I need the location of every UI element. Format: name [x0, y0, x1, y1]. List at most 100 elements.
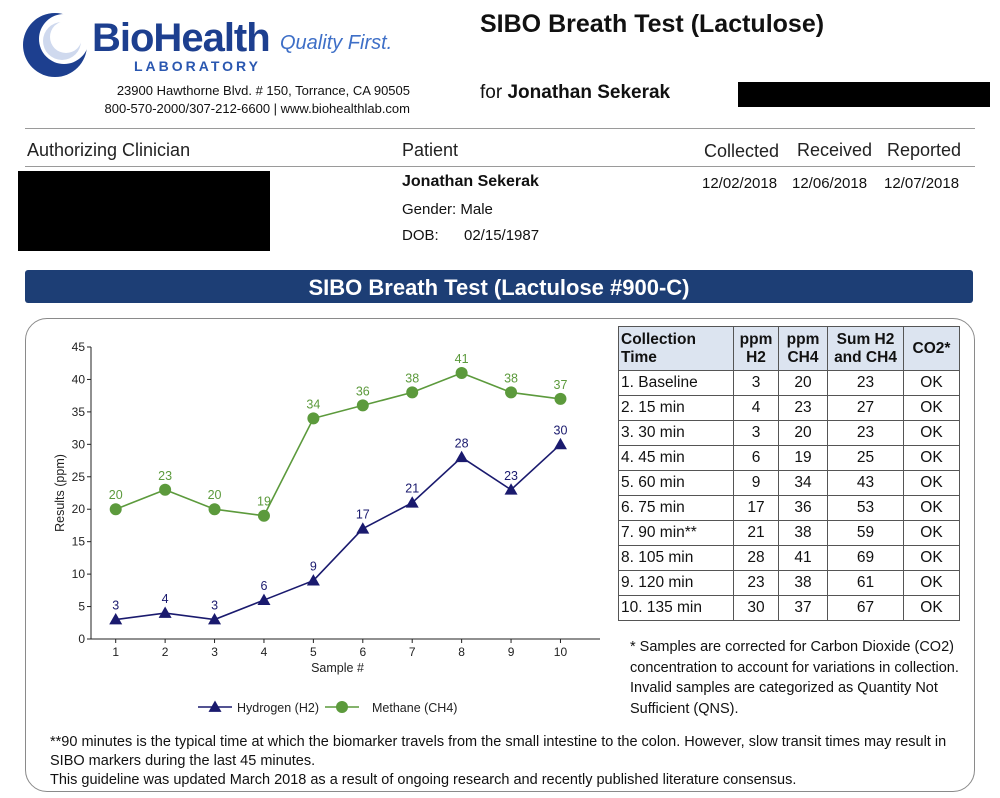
table-cell: 28: [733, 545, 779, 571]
table-cell: 37: [778, 595, 828, 621]
lab-logo: BioHealth LABORATORY Quality First.: [22, 10, 442, 90]
table-cell: 25: [827, 445, 904, 471]
table-cell: 53: [827, 495, 904, 521]
hydrogen-data-label: 23: [504, 469, 518, 483]
methane-point: [257, 509, 270, 522]
y-tick-label: 15: [72, 535, 86, 549]
table-cell: OK: [903, 370, 960, 396]
lab-contact: 800-570-2000/307-212-6600 | www.biohealt…: [104, 101, 410, 116]
table-cell: 4. 45 min: [618, 445, 734, 471]
hydrogen-point: [257, 593, 271, 605]
logo-name: BioHealth: [92, 16, 271, 60]
table-header: ppm CH4: [778, 326, 828, 371]
methane-point: [554, 392, 567, 405]
logo-crescent-icon: [23, 13, 88, 77]
table-cell: OK: [903, 545, 960, 571]
table-cell: 38: [778, 570, 828, 596]
hydrogen-series-line: [115, 443, 562, 621]
footnote-guideline: This guideline was updated March 2018 as…: [50, 772, 797, 788]
table-cell: 6: [733, 445, 779, 471]
table-cell: 8. 105 min: [618, 545, 734, 571]
x-tick-label: 2: [162, 645, 169, 659]
table-cell: 4: [733, 395, 779, 421]
table-header-row: Collection Time ppm H2 ppm CH4 Sum H2 and CH…: [618, 326, 960, 371]
hydrogen-data-label: 30: [554, 423, 568, 437]
collected-date: 12/02/2018: [702, 175, 778, 192]
table-cell: 59: [827, 520, 904, 546]
y-tick-label: 20: [72, 502, 86, 516]
patient-dob: 02/15/1987: [464, 227, 540, 244]
redacted-block-clinician: [18, 171, 270, 251]
table-header: CO2*: [903, 326, 960, 371]
hydrogen-data-label: 3: [211, 599, 218, 613]
results-panel: [25, 318, 975, 792]
table-cell: 23: [778, 395, 828, 421]
table-row: 2. 15 min 4 23 27 OK: [618, 395, 960, 421]
table-header: Collection Time: [618, 326, 734, 371]
table-cell: OK: [903, 445, 960, 471]
redacted-block-header: [738, 82, 990, 107]
table-cell: 38: [778, 520, 828, 546]
table-cell: 10. 135 min: [618, 595, 734, 621]
y-tick-label: 10: [72, 567, 86, 581]
table-cell: 43: [827, 470, 904, 496]
table-cell: OK: [903, 570, 960, 596]
methane-data-label: 38: [405, 371, 419, 385]
table-cell: 20: [778, 370, 828, 396]
table-cell: 19: [778, 445, 828, 471]
table-cell: 23: [827, 370, 904, 396]
report-for: for Jonathan Sekerak: [480, 82, 670, 104]
table-cell: 20: [778, 420, 828, 446]
for-label: for: [480, 82, 503, 103]
methane-data-label: 36: [356, 384, 370, 398]
table-cell: 3. 30 min: [618, 420, 734, 446]
hydrogen-point: [504, 483, 518, 495]
hydrogen-data-label: 6: [260, 579, 267, 593]
reported-date: 12/07/2018: [884, 175, 960, 192]
table-cell: OK: [903, 520, 960, 546]
y-tick-label: 5: [78, 600, 85, 614]
methane-point: [505, 386, 518, 399]
table-cell: 21: [733, 520, 779, 546]
hydrogen-data-label: 4: [162, 592, 169, 606]
table-cell: 27: [827, 395, 904, 421]
table-cell: 61: [827, 570, 904, 596]
patient-label: Patient: [402, 140, 459, 160]
logo-subtitle: LABORATORY: [134, 58, 261, 74]
y-tick-label: 25: [72, 470, 86, 484]
methane-data-label: 41: [455, 352, 469, 366]
table-row: 9. 120 min 23 38 61 OK: [618, 570, 960, 596]
methane-data-label: 19: [257, 495, 271, 509]
received-label: Received: [797, 140, 873, 160]
methane-data-label: 38: [504, 371, 518, 385]
collected-label: Collected: [704, 141, 780, 161]
table-cell: 30: [733, 595, 779, 621]
hydrogen-point: [208, 613, 222, 625]
results-table: Collection Time ppm H2 ppm CH4 Sum H2 and CH…: [618, 326, 960, 621]
divider-top: [25, 128, 975, 129]
y-tick-label: 45: [72, 340, 86, 354]
table-cell: 3: [733, 420, 779, 446]
table-cell: 69: [827, 545, 904, 571]
table-cell: 3: [733, 370, 779, 396]
y-tick-label: 30: [72, 437, 86, 451]
lab-address: 23900 Hawthorne Blvd. # 150, Torrance, C…: [116, 83, 410, 98]
footnote-transit: **90 minutes is the typical time at whic…: [50, 734, 947, 769]
table-cell: OK: [903, 420, 960, 446]
y-tick-label: 0: [78, 632, 85, 646]
methane-point: [208, 503, 221, 516]
hydrogen-data-label: 21: [405, 482, 419, 496]
hydrogen-point: [306, 574, 320, 586]
table-cell: 9. 120 min: [618, 570, 734, 596]
methane-data-label: 23: [158, 469, 172, 483]
table-cell: 2. 15 min: [618, 395, 734, 421]
table-row: 5. 60 min 9 34 43 OK: [618, 470, 960, 496]
methane-data-label: 37: [554, 378, 568, 392]
y-tick-label: 35: [72, 405, 86, 419]
x-tick-label: 3: [211, 645, 218, 659]
methane-point: [455, 366, 468, 379]
patient-name: Jonathan Sekerak: [402, 173, 539, 190]
table-cell: 1. Baseline: [618, 370, 734, 396]
table-row: 3. 30 min 3 20 23 OK: [618, 420, 960, 446]
